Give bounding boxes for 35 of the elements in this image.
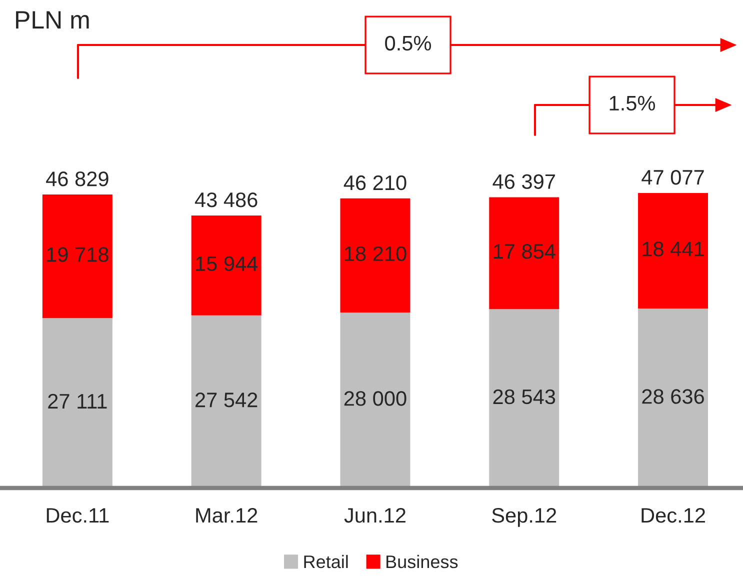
data-label: 28 000 [344, 391, 406, 406]
data-label: 27 542 [196, 392, 258, 408]
bar [191, 216, 262, 316]
data-label: 28 543 [493, 389, 556, 404]
x-tick-label: Jun.12 [344, 508, 406, 523]
bar [489, 197, 560, 310]
x-tick-label: Mar.12 [196, 508, 258, 523]
bar [489, 309, 560, 488]
x-tick-label: Sep.12 [492, 508, 556, 527]
bar [340, 312, 410, 488]
data-label: 17 854 [494, 244, 556, 259]
data-label: 19 718 [47, 247, 108, 262]
data-label: 15 944 [196, 256, 258, 272]
bar [42, 318, 112, 488]
data-label: 28 636 [642, 389, 704, 404]
data-label: 27 111 [48, 394, 107, 408]
text: 0.5% [385, 36, 432, 51]
chart-title: PLN m [16, 11, 89, 28]
bar [340, 198, 410, 313]
bar [191, 315, 262, 488]
bar [42, 194, 112, 318]
bar [638, 193, 708, 309]
data-label: 18 210 [344, 246, 406, 262]
bar [638, 308, 708, 488]
x-tick-label: Dec.12 [642, 508, 705, 523]
legend-label: Retail [304, 554, 348, 568]
total-label: 43 486 [194, 192, 258, 208]
text: 1.5% [610, 96, 656, 111]
total-label: 46 397 [492, 174, 555, 189]
total-label: 46 829 [46, 172, 108, 186]
x-tick-label: Dec.11 [46, 508, 109, 523]
total-label: 46 210 [344, 175, 406, 190]
total-label: 47 077 [642, 170, 704, 185]
legend-label: Business [386, 554, 458, 568]
data-label: 18 441 [642, 242, 704, 256]
